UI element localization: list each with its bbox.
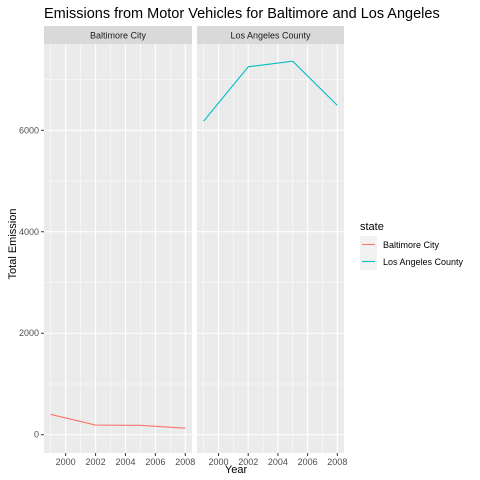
y-tick-label: 2000 [19, 328, 39, 338]
legend-title: state [360, 221, 384, 233]
y-tick-label: 4000 [19, 227, 39, 237]
x-tick-label: 2000 [56, 457, 76, 467]
legend-items: Baltimore City Los Angeles County [360, 236, 464, 270]
x-tick-label: 2004 [268, 457, 288, 467]
x-tick-label: 2002 [86, 457, 106, 467]
x-tick-label: 2004 [115, 457, 135, 467]
facet-strip-label: Baltimore City [90, 31, 147, 41]
x-axis-title: Year [225, 464, 248, 476]
x-tick-label: 2008 [327, 457, 347, 467]
y-tick-label: 0 [34, 430, 39, 440]
facet-strip-label: Los Angeles County [230, 31, 311, 41]
x-tick-label: 2006 [145, 457, 165, 467]
x-tick-label: 2006 [298, 457, 318, 467]
legend-label: Los Angeles County [383, 257, 464, 267]
x-tick-label: 2008 [175, 457, 195, 467]
legend: state Baltimore City Los Angeles County [360, 221, 464, 270]
y-axis: 0 2000 4000 6000 [19, 125, 44, 439]
facet-panel-baltimore-city: Baltimore City [44, 26, 192, 453]
facet-panel-los-angeles-county: Los Angeles County [197, 26, 344, 453]
legend-label: Baltimore City [383, 240, 440, 250]
y-tick-label: 6000 [19, 125, 39, 135]
x-axis: 2000 2002 2004 2006 2008 2000 2002 2004 2006 2008 [56, 453, 348, 467]
y-axis-title: Total Emission [7, 209, 19, 280]
chart-title: Emissions from Motor Vehicles for Baltim… [44, 6, 440, 22]
